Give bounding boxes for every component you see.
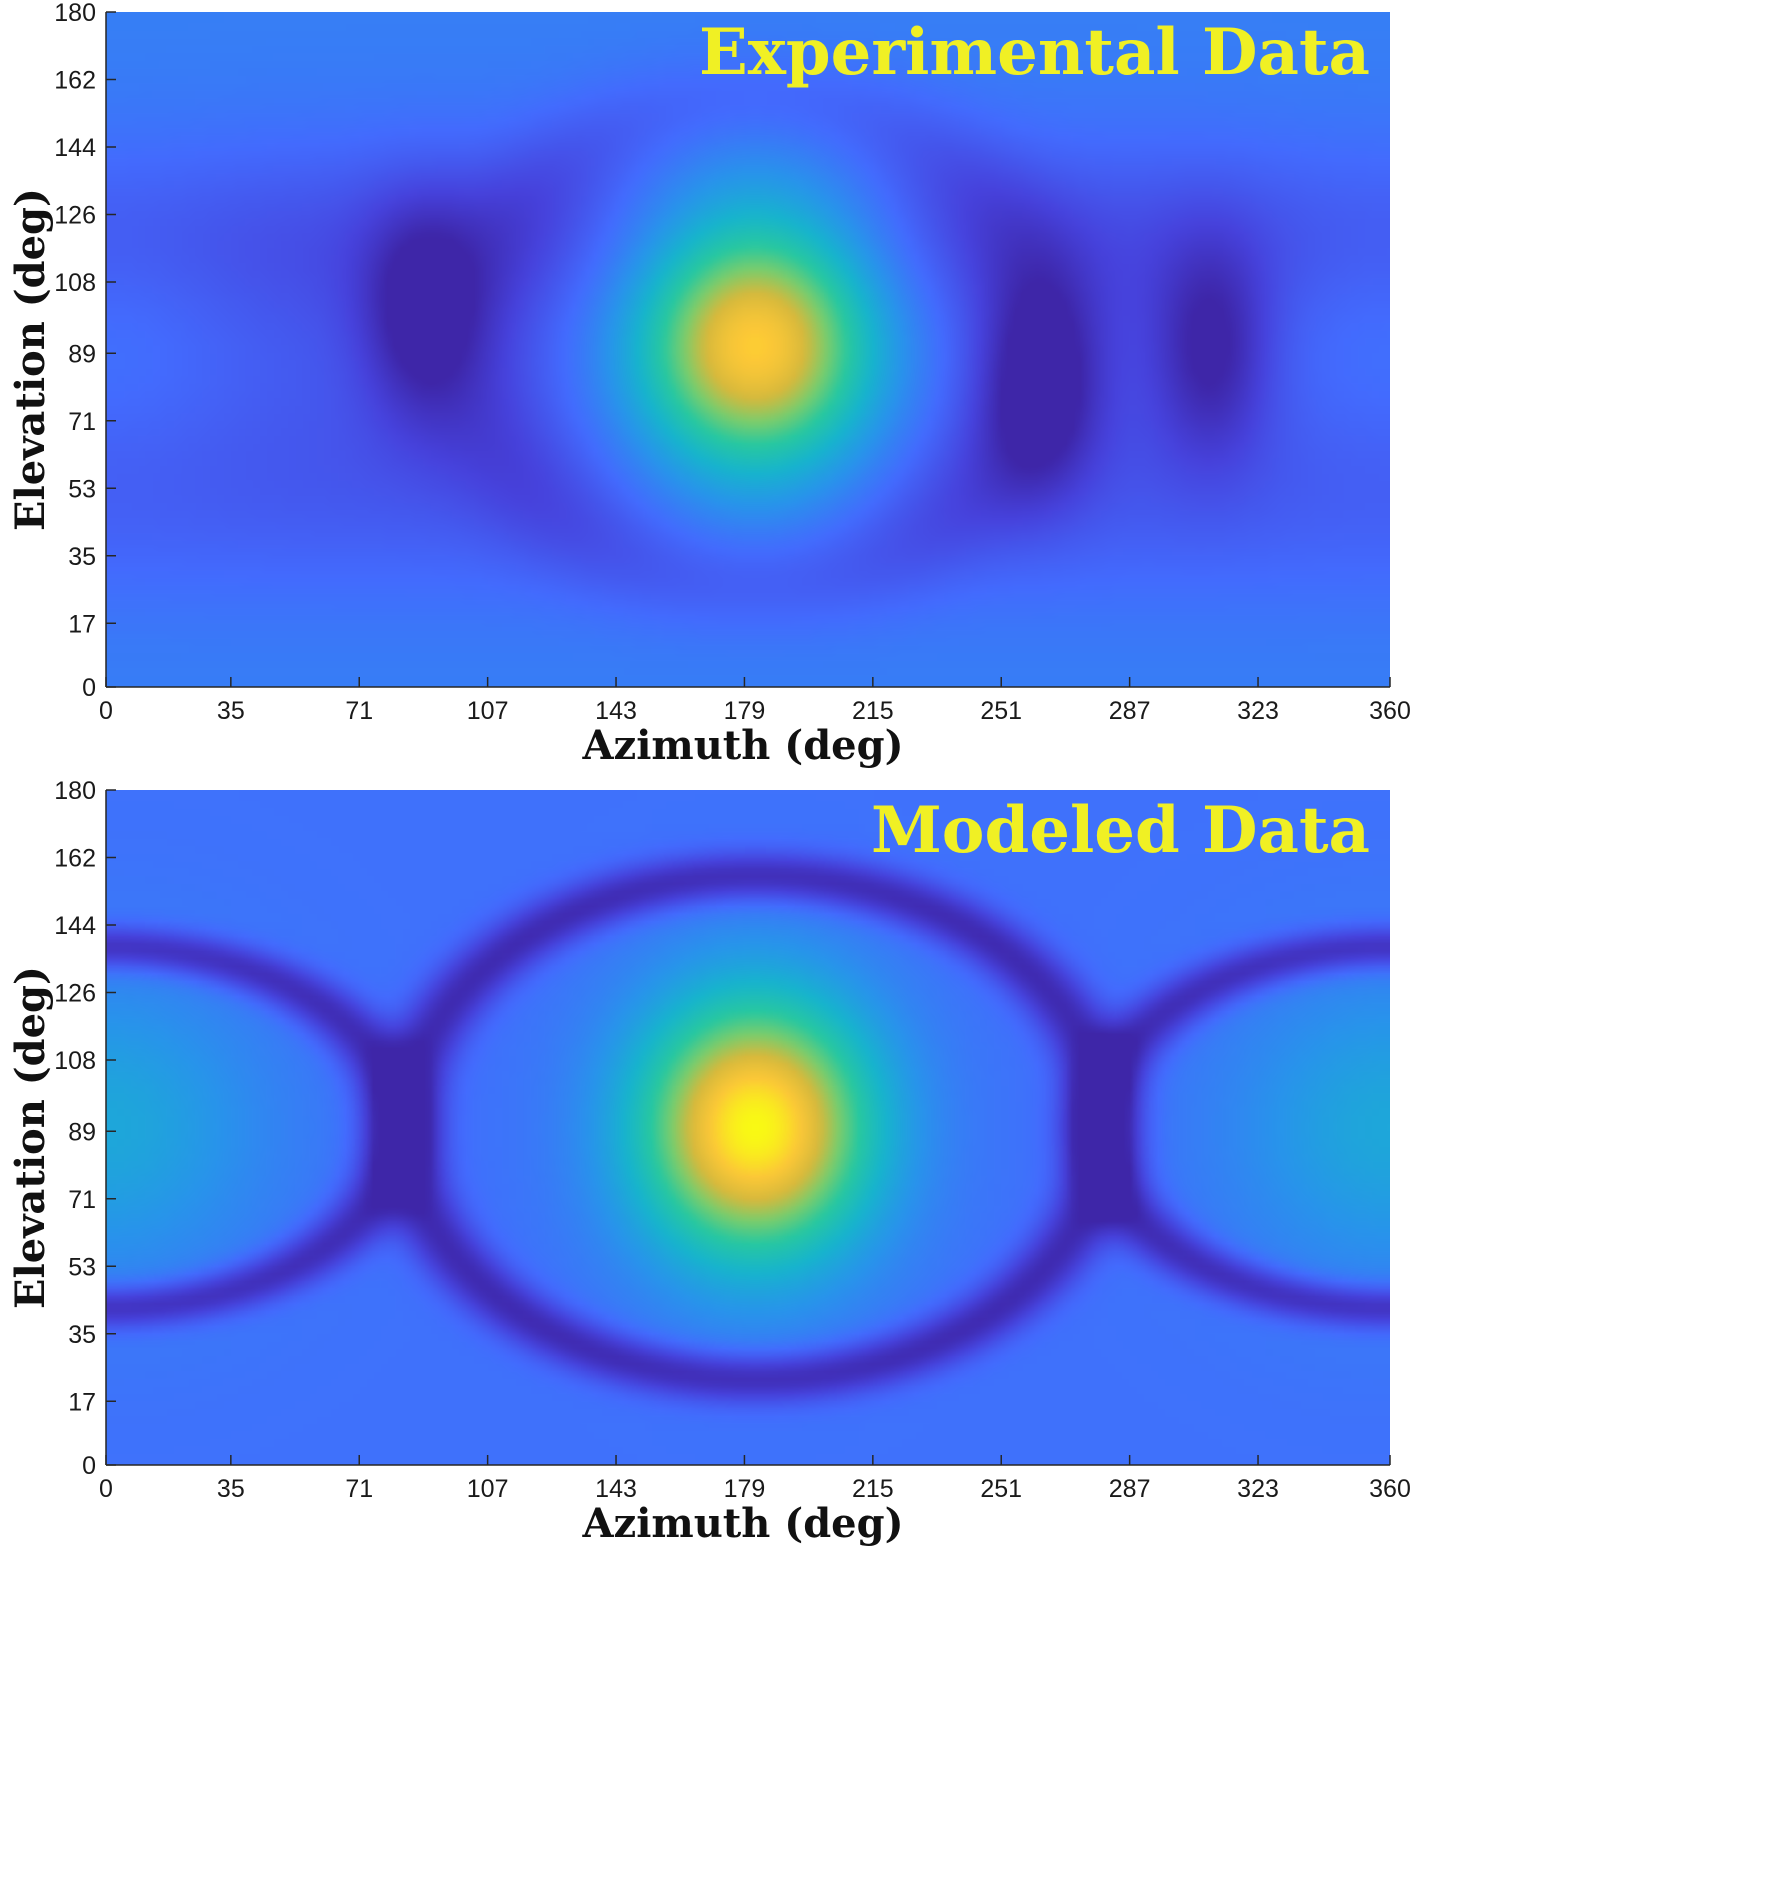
y-tick-label: 162 (54, 67, 96, 95)
y-tick-label: 144 (54, 134, 96, 162)
x-tick-label: 179 (724, 697, 766, 725)
y-tick-label: 144 (54, 912, 96, 940)
x-tick-label: 35 (217, 697, 245, 725)
heatmap-panel-1: 0 35 71 107 143 179 215 251 287 323 360 0 17 35 53 71 89… (7, 0, 1411, 769)
x-tick-label: 143 (595, 1475, 637, 1503)
y-tick-label: 0 (82, 674, 96, 702)
x-axis-label: Azimuth (deg) (581, 722, 903, 769)
y-tick-label: 126 (54, 980, 96, 1008)
y-tick-label: 108 (54, 1047, 96, 1075)
y-tick-label: 35 (68, 1321, 96, 1349)
x-tick-label: 0 (99, 1475, 113, 1503)
x-tick-label: 360 (1369, 697, 1411, 725)
y-tick-label: 71 (68, 1186, 96, 1214)
y-tick-label: 17 (68, 610, 96, 638)
y-tick-label: 126 (54, 202, 96, 230)
x-tick-label: 215 (852, 697, 894, 725)
y-tick-label: 162 (54, 845, 96, 873)
y-axis-label: Elevation (deg) (7, 966, 54, 1309)
y-tick-label: 53 (68, 1253, 96, 1281)
panel-title: Experimental Data (699, 15, 1370, 90)
y-tick-label: 108 (54, 269, 96, 297)
heatmap-image (106, 790, 1390, 1465)
x-tick-label: 35 (217, 1475, 245, 1503)
y-tick-label: 180 (54, 0, 96, 27)
y-tick-label: 89 (68, 340, 96, 368)
y-tick-label: 53 (68, 475, 96, 503)
x-tick-label: 287 (1109, 697, 1151, 725)
x-tick-label: 323 (1237, 1475, 1279, 1503)
heatmap-image (106, 12, 1390, 687)
x-tick-label: 251 (980, 1475, 1022, 1503)
x-tick-label: 71 (345, 1475, 373, 1503)
x-tick-label: 0 (99, 697, 113, 725)
x-tick-label: 107 (467, 1475, 509, 1503)
y-tick-label: 0 (82, 1452, 96, 1480)
y-axis-label: Elevation (deg) (7, 188, 54, 531)
y-tick-label: 71 (68, 408, 96, 436)
x-tick-label: 287 (1109, 1475, 1151, 1503)
x-tick-label: 360 (1369, 1475, 1411, 1503)
x-tick-label: 323 (1237, 697, 1279, 725)
x-tick-label: 251 (980, 697, 1022, 725)
x-tick-label: 179 (724, 1475, 766, 1503)
x-tick-label: 215 (852, 1475, 894, 1503)
x-axis-label: Azimuth (deg) (581, 1500, 903, 1547)
y-tick-label: 17 (68, 1388, 96, 1416)
y-tick-label: 35 (68, 543, 96, 571)
y-tick-label: 180 (54, 777, 96, 805)
heatmap-panel-2: 0 35 71 107 143 179 215 251 287 323 360 0 17 35 53 71 89… (7, 777, 1411, 1547)
x-tick-label: 71 (345, 697, 373, 725)
x-tick-label: 143 (595, 697, 637, 725)
y-tick-label: 89 (68, 1118, 96, 1146)
panel-title: Modeled Data (871, 793, 1370, 868)
x-tick-label: 107 (467, 697, 509, 725)
